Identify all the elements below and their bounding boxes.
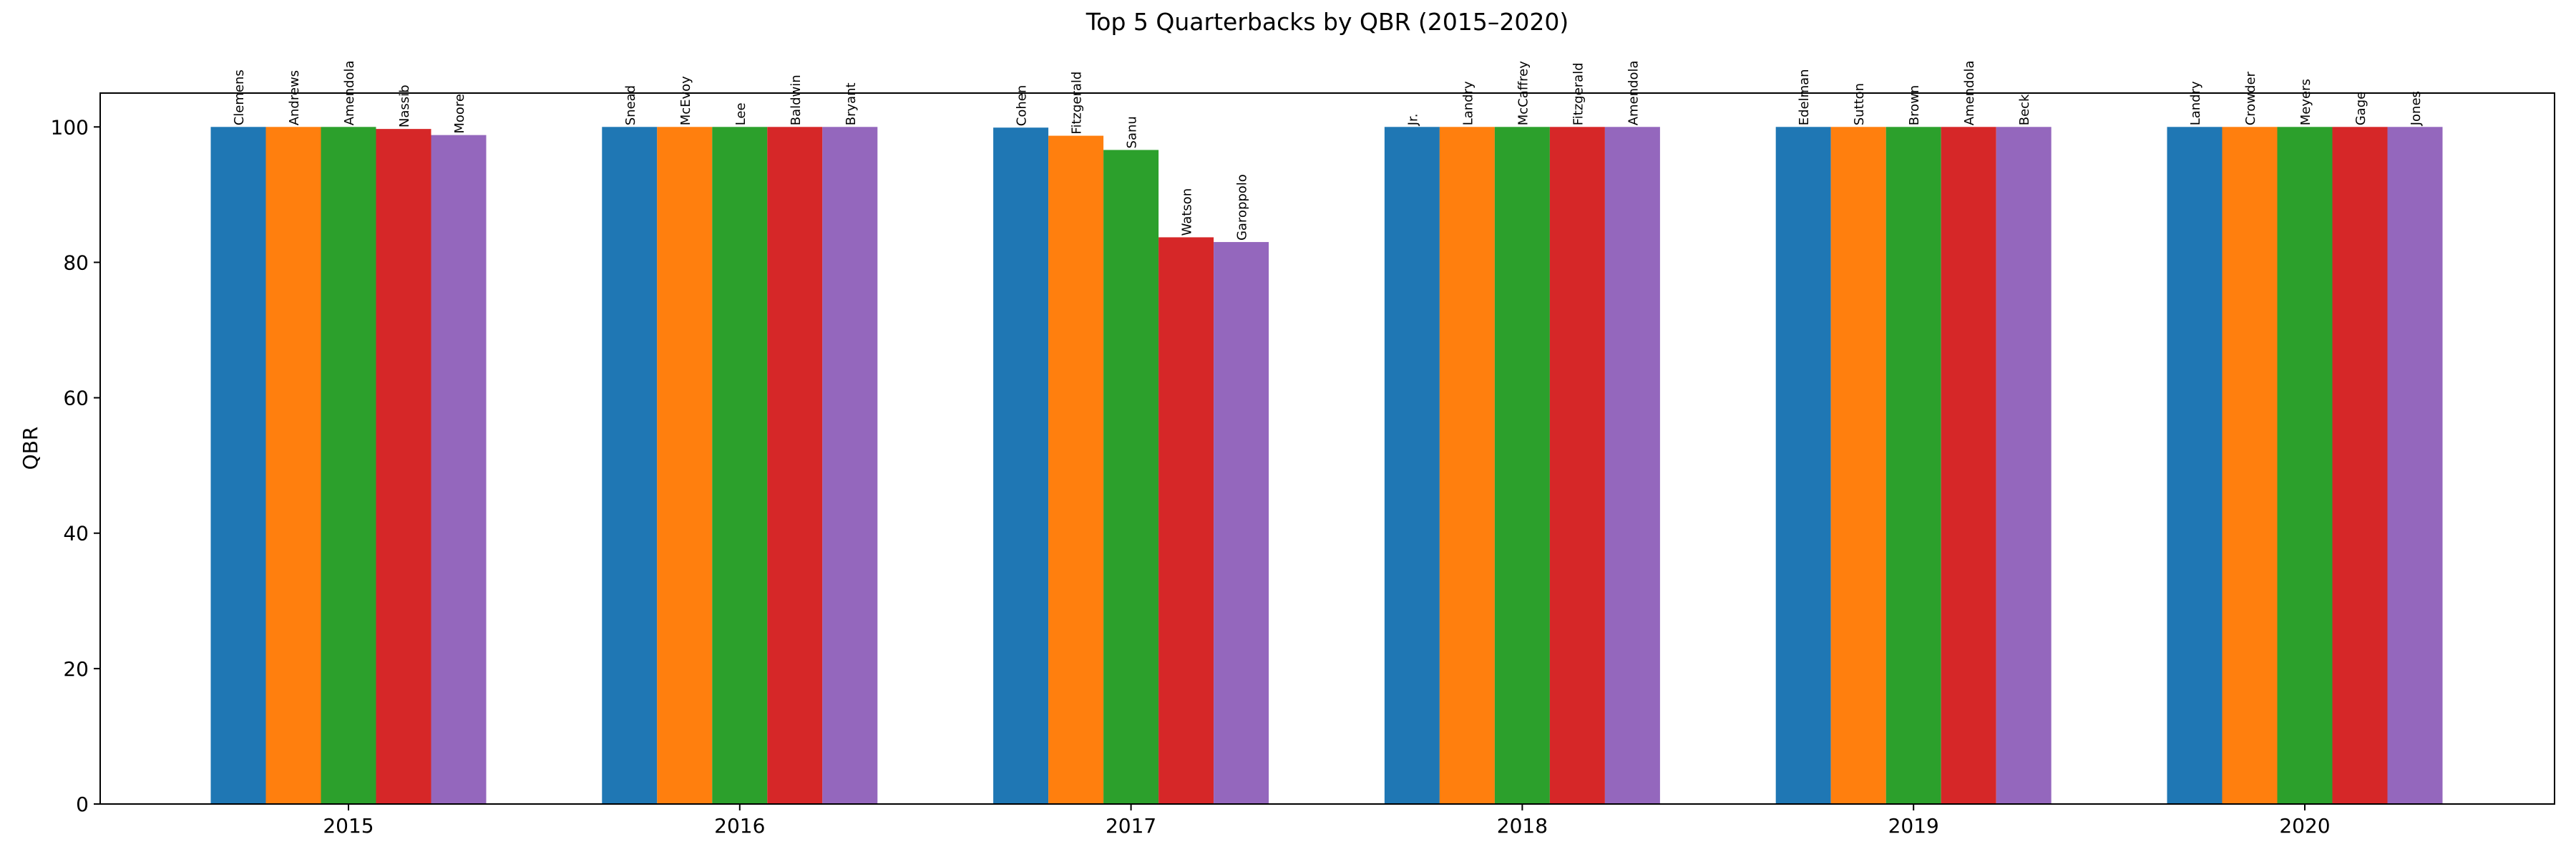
y-tick-label: 100 [51, 115, 89, 139]
bar-2020-3 [2277, 127, 2333, 805]
bar-2017-3 [1103, 150, 1159, 804]
bars-layer [210, 127, 2443, 805]
y-tick-label: 20 [63, 657, 89, 681]
bar-2016-1 [602, 127, 658, 805]
x-tick-label: 2017 [1106, 814, 1156, 838]
bar-2018-2 [1439, 127, 1495, 805]
bar-2018-1 [1384, 127, 1440, 805]
x-tick-label: 2019 [1888, 814, 1939, 838]
bar-label: Landry [1460, 81, 1475, 125]
bar-label: Andrews [287, 70, 302, 125]
x-tick-label: 2015 [323, 814, 374, 838]
bar-label: Fitzgerald [1571, 62, 1586, 125]
bar-label: Bryant [844, 82, 859, 125]
bar-label: Nassib [397, 84, 412, 127]
bar-2015-1 [210, 127, 266, 805]
bar-2016-2 [657, 127, 713, 805]
bar-2020-5 [2387, 127, 2443, 805]
bar-label: Meyers [2298, 79, 2313, 125]
bar-label: Baldwin [789, 74, 804, 125]
x-tick-label: 2020 [2279, 814, 2330, 838]
bar-2019-1 [1775, 127, 1831, 805]
bar-2019-2 [1830, 127, 1886, 805]
bar-2017-5 [1214, 242, 1269, 804]
y-tick-label: 60 [63, 387, 89, 410]
x-axis: 2015 2016 2017 2018 2019 2020 [323, 804, 2331, 838]
y-tick-label: 0 [76, 793, 89, 816]
x-tick-label: 2018 [1497, 814, 1548, 838]
bar-label: Beck [2017, 94, 2032, 125]
bar-label: Edelman [1797, 69, 1812, 125]
bar-2018-5 [1604, 127, 1660, 805]
bar-label: Clemens [232, 69, 247, 125]
bar-label: Gage [2353, 92, 2368, 125]
bar-label: Lee [733, 102, 748, 125]
bar-2016-5 [822, 127, 878, 805]
bar-2019-5 [1996, 127, 2051, 805]
bar-labels-layer: Clemens Andrews Amendola Nassib Moore Snead Mc… [232, 60, 2424, 241]
bar-label: McEvoy [678, 76, 693, 125]
bar-label: Jones [2409, 91, 2424, 126]
bar-2015-3 [321, 127, 376, 805]
y-axis: 0 20 40 60 80 100 [51, 115, 100, 816]
bar-2017-1 [993, 127, 1049, 804]
bar-label: Jr. [1405, 114, 1420, 127]
bar-2020-4 [2332, 127, 2388, 805]
y-axis-label: QBR [19, 427, 42, 470]
bar-2017-4 [1158, 237, 1214, 804]
bar-label: Cohen [1015, 85, 1030, 126]
bar-2015-2 [265, 127, 321, 805]
bar-2020-2 [2222, 127, 2278, 805]
bar-2019-4 [1941, 127, 1996, 805]
x-tick-label: 2016 [714, 814, 765, 838]
bar-label: Garoppolo [1235, 174, 1250, 241]
bar-label: Sanu [1125, 116, 1140, 148]
bar-label: Fitzgerald [1070, 72, 1085, 135]
y-tick-label: 40 [63, 522, 89, 546]
bar-label: Moore [452, 94, 467, 134]
bar-label: Snead [623, 85, 638, 125]
bar-label: Sutton [1852, 83, 1867, 125]
bar-label: Crowder [2243, 71, 2258, 125]
bar-2016-4 [767, 127, 823, 805]
bar-2015-5 [431, 135, 487, 805]
bar-2017-2 [1048, 135, 1104, 804]
bar-2016-3 [712, 127, 768, 805]
bar-label: Landry [2188, 81, 2203, 125]
bar-2015-4 [376, 129, 431, 804]
bar-2018-3 [1494, 127, 1550, 805]
bar-2020-1 [2167, 127, 2223, 805]
chart-title: Top 5 Quarterbacks by QBR (2015–2020) [1085, 8, 1568, 36]
plot-frame [99, 92, 2555, 805]
bar-2019-3 [1885, 127, 1941, 805]
bar-2018-4 [1549, 127, 1605, 805]
bar-label: Watson [1180, 188, 1195, 236]
bar-label: Brown [1907, 85, 1922, 126]
y-tick-label: 80 [63, 251, 89, 274]
